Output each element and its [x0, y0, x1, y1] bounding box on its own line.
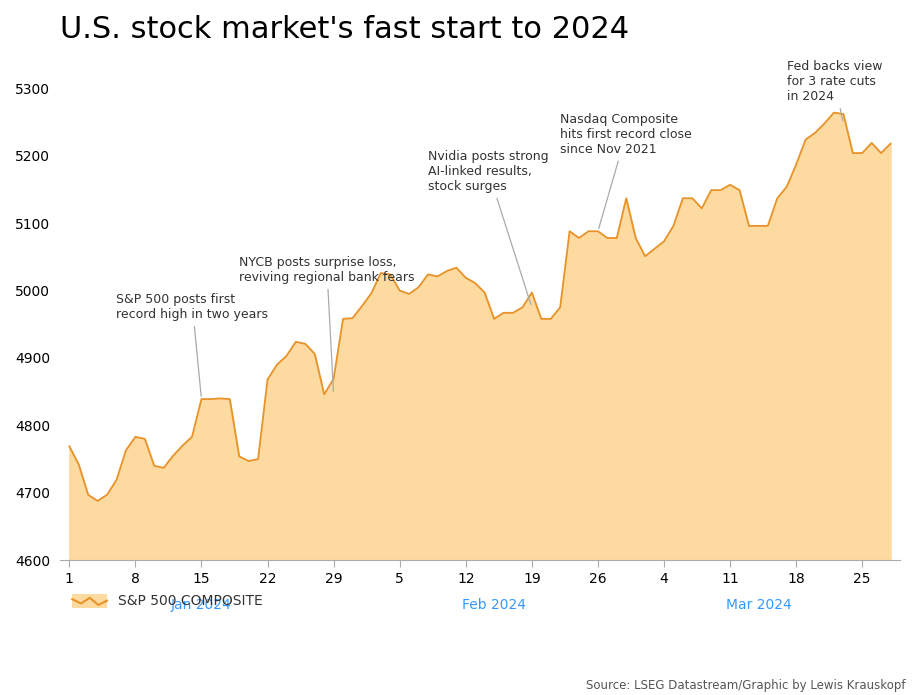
Text: Nasdaq Composite
hits first record close
since Nov 2021: Nasdaq Composite hits first record close… [560, 113, 692, 229]
Text: Source: LSEG Datastream/Graphic by Lewis Krauskopf: Source: LSEG Datastream/Graphic by Lewis… [587, 678, 906, 692]
Legend: S&P 500 COMPOSITE: S&P 500 COMPOSITE [67, 588, 268, 614]
Text: NYCB posts surprise loss,
reviving regional bank fears: NYCB posts surprise loss, reviving regio… [239, 256, 414, 391]
Text: Feb 2024: Feb 2024 [462, 598, 526, 612]
Text: Jan 2024: Jan 2024 [171, 598, 231, 612]
Text: U.S. stock market's fast start to 2024: U.S. stock market's fast start to 2024 [59, 15, 629, 44]
Text: S&P 500 posts first
record high in two years: S&P 500 posts first record high in two y… [116, 293, 268, 396]
Text: Nvidia posts strong
AI-linked results,
stock surges: Nvidia posts strong AI-linked results, s… [428, 150, 549, 305]
Text: Fed backs view
for 3 rate cuts
in 2024: Fed backs view for 3 rate cuts in 2024 [787, 60, 882, 121]
Text: Mar 2024: Mar 2024 [726, 598, 791, 612]
